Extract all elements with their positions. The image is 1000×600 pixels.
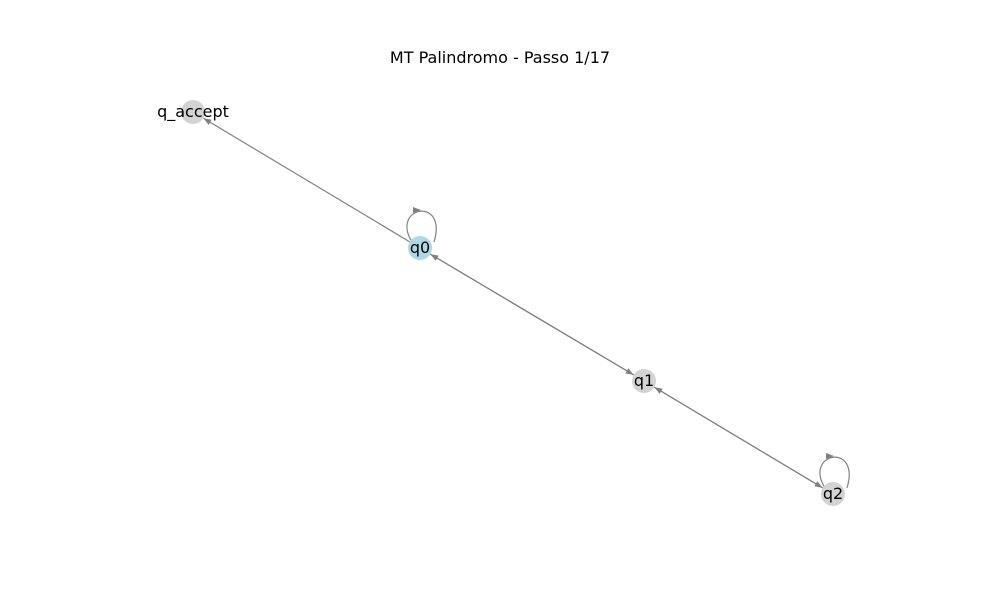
arrowhead-q0-self-loop <box>413 207 421 213</box>
edges-layer <box>202 117 850 489</box>
state-node-q2: q2 <box>821 482 845 506</box>
state-circle-q2 <box>821 482 845 506</box>
state-node-q1: q1 <box>632 369 656 393</box>
edge-q0-to-q_accept <box>202 117 411 243</box>
state-circle-q0 <box>408 236 432 260</box>
state-label-q1: q1 <box>634 371 654 390</box>
state-label-q_accept: q_accept <box>157 102 229 122</box>
arrowhead-q0-to-q_accept <box>203 118 212 125</box>
edge-q2-self-loop <box>819 456 850 489</box>
arrowhead-q2-self-loop <box>826 453 834 459</box>
edge-q2-to-q1 <box>653 386 824 489</box>
state-label-q0: q0 <box>410 238 430 257</box>
state-label-q2: q2 <box>823 484 843 503</box>
diagram-title: MT Palindromo - Passo 1/17 <box>389 48 611 67</box>
state-node-q0: q0 <box>408 236 432 260</box>
state-circle-q_accept <box>181 100 205 124</box>
nodes-layer: q_accept q0 q1 q2 <box>157 100 845 506</box>
state-circle-q1 <box>632 369 656 393</box>
state-node-q_accept: q_accept <box>157 100 229 124</box>
edge-q1-to-q0 <box>430 253 634 376</box>
arrowhead-q1-to-q0 <box>430 254 439 261</box>
edge-q0-self-loop <box>406 210 437 243</box>
arrowhead-q2-to-q1 <box>654 387 663 394</box>
